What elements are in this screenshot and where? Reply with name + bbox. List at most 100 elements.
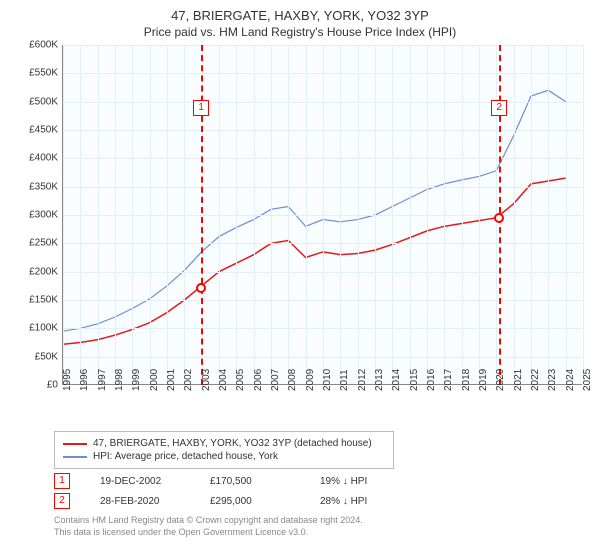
y-tick-label: £300K [29,210,58,221]
gridline-v [392,45,393,384]
y-tick-label: £150K [29,295,58,306]
legend-label: HPI: Average price, detached house, York [93,451,278,462]
plot-area: 12 [62,45,582,385]
gridline-v [531,45,532,384]
gridline-v [410,45,411,384]
gridline-v [150,45,151,384]
x-tick-label: 2020 [495,369,506,391]
gridline-v [340,45,341,384]
gridline-v [80,45,81,384]
x-tick-label: 2006 [253,369,264,391]
gridline-v [98,45,99,384]
legend-row: 47, BRIERGATE, HAXBY, YORK, YO32 3YP (de… [63,438,385,449]
attribution-line-1: Contains HM Land Registry data © Crown c… [54,515,588,527]
transaction-date: 19-DEC-2002 [100,476,180,487]
gridline-v [167,45,168,384]
chart-title: 47, BRIERGATE, HAXBY, YORK, YO32 3YP [12,8,588,23]
legend-box: 47, BRIERGATE, HAXBY, YORK, YO32 3YP (de… [54,431,394,469]
transaction-delta: 28% ↓ HPI [320,496,400,507]
y-tick-label: £450K [29,125,58,136]
x-tick-label: 2025 [582,369,593,391]
marker-box: 1 [193,100,209,116]
marker-dot [494,213,504,223]
x-axis: 1995199619971998199920002001200220032004… [62,385,582,425]
gridline-v [479,45,480,384]
x-tick-label: 2007 [270,369,281,391]
y-tick-label: £50K [35,351,58,362]
x-tick-label: 2002 [183,369,194,391]
transaction-price: £295,000 [210,496,290,507]
x-tick-label: 2024 [565,369,576,391]
gridline-v [548,45,549,384]
gridline-v [462,45,463,384]
y-tick-label: £550K [29,68,58,79]
y-tick-label: £0 [47,380,58,391]
x-tick-label: 2016 [426,369,437,391]
x-tick-label: 1996 [79,369,90,391]
x-tick-label: 2001 [166,369,177,391]
chart-area: £0£50K£100K£150K£200K£250K£300K£350K£400… [12,45,588,425]
gridline-v [514,45,515,384]
x-tick-label: 1999 [131,369,142,391]
transaction-row: 2 28-FEB-2020 £295,000 28% ↓ HPI [54,493,588,509]
x-tick-label: 2013 [374,369,385,391]
y-tick-label: £350K [29,181,58,192]
transaction-delta: 19% ↓ HPI [320,476,400,487]
gridline-v [427,45,428,384]
x-tick-label: 2017 [443,369,454,391]
transaction-date: 28-FEB-2020 [100,496,180,507]
x-tick-label: 2003 [201,369,212,391]
gridline-v [583,45,584,384]
gridline-v [271,45,272,384]
marker-dot [196,283,206,293]
chart-subtitle: Price paid vs. HM Land Registry's House … [12,25,588,39]
x-tick-label: 2008 [287,369,298,391]
x-tick-label: 2019 [478,369,489,391]
gridline-v [219,45,220,384]
legend-row: HPI: Average price, detached house, York [63,451,385,462]
legend-label: 47, BRIERGATE, HAXBY, YORK, YO32 3YP (de… [93,438,372,449]
legend-swatch [63,456,87,458]
gridline-v [115,45,116,384]
y-tick-label: £250K [29,238,58,249]
x-tick-label: 1998 [114,369,125,391]
x-tick-label: 2021 [513,369,524,391]
series-price_paid [63,178,566,344]
x-tick-label: 2011 [339,369,350,391]
y-axis: £0£50K£100K£150K£200K£250K£300K£350K£400… [12,45,62,385]
transaction-marker: 1 [54,473,70,489]
gridline-v [358,45,359,384]
x-tick-label: 2023 [547,369,558,391]
x-tick-label: 1997 [97,369,108,391]
y-tick-label: £500K [29,96,58,107]
attribution-line-2: This data is licensed under the Open Gov… [54,527,588,539]
legend-swatch [63,443,87,445]
x-tick-label: 2010 [322,369,333,391]
gridline-v [288,45,289,384]
gridline-v [254,45,255,384]
marker-line [201,45,203,385]
gridline-v [375,45,376,384]
x-tick-label: 2018 [461,369,472,391]
gridline-v [132,45,133,384]
gridline-v [184,45,185,384]
gridline-v [236,45,237,384]
gridline-v [444,45,445,384]
transaction-price: £170,500 [210,476,290,487]
transaction-row: 1 19-DEC-2002 £170,500 19% ↓ HPI [54,473,588,489]
gridline-v [306,45,307,384]
x-tick-label: 2000 [149,369,160,391]
series-hpi [63,90,566,331]
marker-box: 2 [491,100,507,116]
transactions-table: 1 19-DEC-2002 £170,500 19% ↓ HPI 2 28-FEB-202… [54,473,588,509]
x-tick-label: 2022 [530,369,541,391]
transaction-marker: 2 [54,493,70,509]
gridline-v [323,45,324,384]
attribution: Contains HM Land Registry data © Crown c… [54,515,588,538]
gridline-v [566,45,567,384]
chart-container: 47, BRIERGATE, HAXBY, YORK, YO32 3YP Pri… [0,0,600,560]
y-tick-label: £200K [29,266,58,277]
x-tick-label: 2005 [235,369,246,391]
y-tick-label: £600K [29,40,58,51]
y-tick-label: £100K [29,323,58,334]
